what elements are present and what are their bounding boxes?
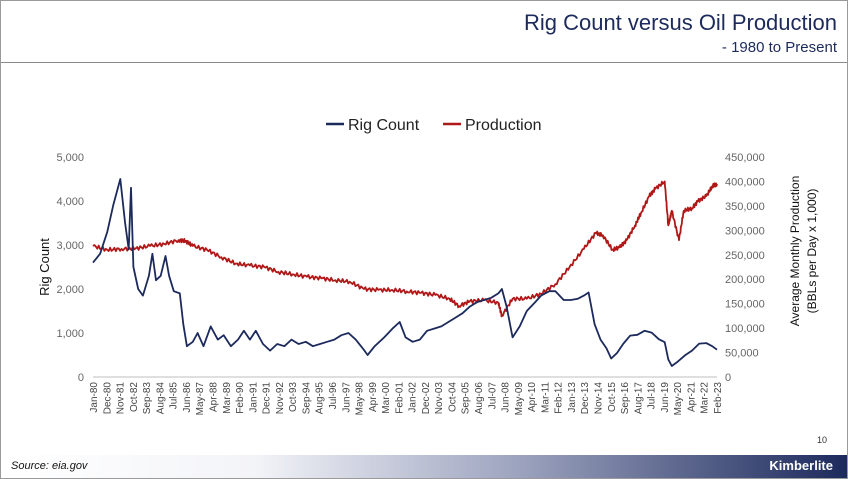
rig-count-series-line <box>92 178 718 367</box>
x-tick-label: Aug-95 <box>315 382 326 415</box>
x-tick-label: Mar-11 <box>540 382 551 413</box>
y-tick-label: 4,000 <box>56 196 84 208</box>
brand-logo: Kimberlite <box>769 458 833 473</box>
chart-axes: 0 1,000 2,000 3,000 4,000 5,000 0 50,000 100,000… <box>56 152 764 415</box>
footer-bar <box>1 455 847 478</box>
x-tick-label: May-87 <box>195 382 206 416</box>
x-tick-label: Apr-10 <box>527 382 538 412</box>
x-tick-label: Aug-06 <box>474 382 485 415</box>
x-tick-label: Jul-96 <box>328 382 339 410</box>
legend-label-production: Production <box>465 117 542 134</box>
x-tick-label: Apr-21 <box>686 382 697 412</box>
x-tick-label: Mar-89 <box>222 382 233 414</box>
title-divider <box>1 62 847 63</box>
legend-label-rig-count: Rig Count <box>348 117 420 134</box>
x-tick-label: Feb-90 <box>235 382 246 414</box>
x-tick-label: Apr-99 <box>368 382 379 412</box>
x-tick-label: Mar-22 <box>700 382 711 414</box>
x-tick-label: Aug-84 <box>155 382 166 415</box>
x-tick-label: Oct-04 <box>447 382 458 412</box>
x-tick-label: Jan-80 <box>89 382 100 413</box>
x-tick-label: Sep-16 <box>620 382 631 415</box>
x-tick-label: May-20 <box>673 382 684 416</box>
x-tick-label: Jan-13 <box>567 382 578 413</box>
x-tick-label: Nov-03 <box>434 382 445 415</box>
y2-tick-label: 50,000 <box>725 348 759 360</box>
production-series-line <box>92 180 718 318</box>
y2-tick-label: 450,000 <box>725 152 765 164</box>
x-tick-label: Oct-15 <box>607 382 618 412</box>
y2-tick-label: 200,000 <box>725 274 765 286</box>
x-tick-label: Nov-92 <box>275 382 286 415</box>
chart-series <box>92 178 718 367</box>
x-tick-label: May-98 <box>355 382 366 416</box>
x-tick-label: Aug-17 <box>633 382 644 415</box>
page-title: Rig Count versus Oil Production <box>523 10 837 35</box>
y-tick-label: 3,000 <box>56 240 84 252</box>
x-tick-label: Feb-23 <box>713 382 724 414</box>
x-tick-label: May-09 <box>514 382 525 416</box>
page-number: 10 <box>817 435 828 445</box>
y-tick-label: 1,000 <box>56 328 84 340</box>
legend: Rig Count Production <box>326 117 542 134</box>
y2-tick-label: 0 <box>725 372 731 384</box>
x-tick-label: Jun-86 <box>182 382 193 413</box>
x-tick-label: Oct-93 <box>288 382 299 412</box>
x-tick-label: Jun-97 <box>341 382 352 413</box>
x-tick-label: Jul-07 <box>487 382 498 410</box>
y2-tick-label: 250,000 <box>725 250 765 262</box>
y2-tick-label: 350,000 <box>725 201 765 213</box>
y-axis-label: Rig Count <box>37 238 52 296</box>
x-tick-label: Dec-80 <box>102 382 113 415</box>
x-tick-label: Oct-82 <box>129 382 140 412</box>
y-tick-label: 0 <box>78 372 84 384</box>
x-tick-label: Mar-00 <box>381 382 392 414</box>
x-tick-label: Feb-12 <box>554 382 565 414</box>
page-subtitle: - 1980 to Present <box>721 39 837 56</box>
y-tick-label: 2,000 <box>56 284 84 296</box>
x-tick-label: Dec-13 <box>580 382 591 415</box>
y2-axis-label-line2: (BBLs per Day x 1,000) <box>805 189 819 314</box>
x-tick-label: Sep-94 <box>301 382 312 415</box>
x-tick-label: Jun-19 <box>660 382 671 413</box>
source-note: Source: eia.gov <box>11 460 88 472</box>
x-tick-label: Nov-14 <box>594 382 605 415</box>
x-tick-label: Feb-01 <box>394 382 405 414</box>
rig-vs-production-chart: Rig Count Production 0 1,000 2,000 3,000 4,0… <box>37 117 819 415</box>
x-tick-label: Jul-18 <box>647 382 658 410</box>
x-tick-label: Sep-83 <box>142 382 153 415</box>
x-tick-label: Nov-81 <box>116 382 127 415</box>
y2-tick-label: 100,000 <box>725 323 765 335</box>
x-tick-label: Jan-91 <box>248 382 259 413</box>
x-tick-label: Dec-02 <box>421 382 432 415</box>
x-tick-label: Jul-85 <box>169 382 180 410</box>
y-tick-label: 5,000 <box>56 152 84 164</box>
x-tick-label: Dec-91 <box>262 382 273 415</box>
y2-tick-label: 150,000 <box>725 299 765 311</box>
x-tick-label: Jun-08 <box>501 382 512 413</box>
x-tick-label: Jan-02 <box>408 382 419 413</box>
y2-axis-label-line1: Average Monthly Production <box>788 176 802 327</box>
x-tick-label: Sep-05 <box>461 382 472 415</box>
y2-tick-label: 400,000 <box>725 176 765 188</box>
x-tick-label: Apr-88 <box>208 382 219 412</box>
y2-tick-label: 300,000 <box>725 225 765 237</box>
